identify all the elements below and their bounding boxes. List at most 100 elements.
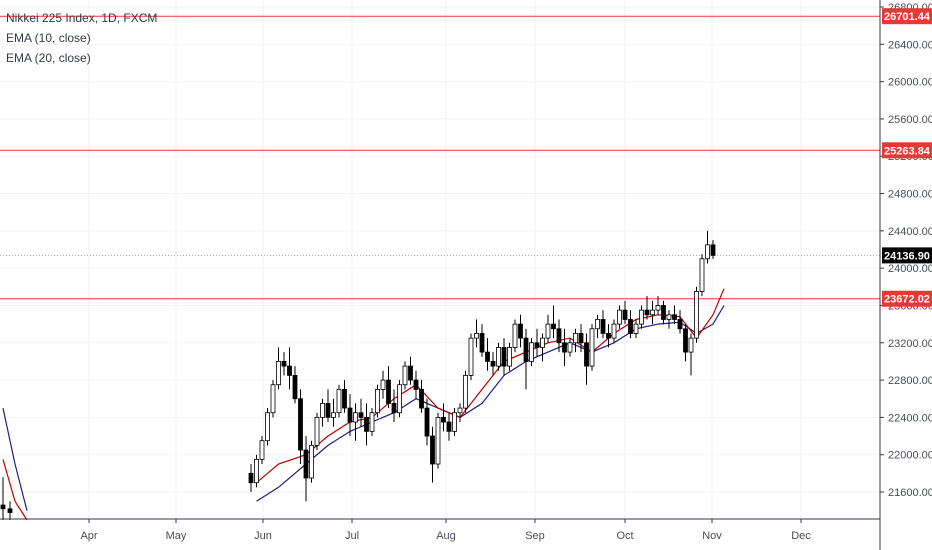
candle-body (639, 309, 644, 325)
candle-body (661, 305, 666, 320)
candle-body (584, 342, 589, 367)
candle-body (446, 421, 452, 432)
candle-body (419, 389, 424, 409)
price-tick-label: 26400.00 (888, 39, 932, 51)
candle-body (402, 365, 408, 386)
candle-body (490, 361, 496, 367)
candle-body (644, 309, 650, 316)
candle-body (292, 375, 298, 400)
candle-body (298, 398, 303, 451)
candle-body (281, 361, 287, 367)
last-price-tag (882, 247, 932, 264)
candle-body (617, 309, 622, 325)
candle-body (672, 314, 677, 320)
candle-body (320, 402, 325, 418)
candle-body (325, 402, 331, 418)
candle-body (540, 337, 545, 348)
candle-body (699, 258, 705, 292)
candle-body (254, 458, 259, 484)
candle-body (705, 244, 710, 260)
price-tag-label: 25263.84 (884, 145, 931, 157)
candle-body (358, 412, 364, 418)
candle-body (573, 333, 578, 344)
candle-body (545, 323, 551, 339)
chart-legend: Nikkei 225 Index, 1D, FXCM EMA (10, clos… (6, 8, 157, 68)
candle-body (369, 412, 375, 432)
price-tick-label: 22400.00 (888, 412, 932, 424)
candle-body (600, 319, 606, 334)
time-axis[interactable]: Apr May Jun Jul Aug Sep Oct Nov Dec (80, 519, 811, 542)
candle-body (380, 379, 386, 390)
candle-body (551, 323, 556, 330)
candle-body (518, 323, 523, 339)
price-tick-label: 21600.00 (888, 487, 932, 499)
price-tick-label: 24800.00 (888, 189, 932, 201)
candle-body (589, 328, 595, 367)
candle-body (567, 342, 573, 353)
price-tick-label: 25600.00 (888, 114, 932, 126)
candle-body (485, 351, 490, 362)
candle-body (364, 416, 369, 432)
candle-body (314, 416, 320, 446)
price-tag-label: 26701.44 (884, 11, 931, 23)
candle-body (562, 342, 567, 353)
candle-body (391, 402, 397, 414)
candle-body (342, 389, 347, 409)
candle-body (512, 323, 518, 348)
ema-10-left-segment (2, 459, 28, 521)
candle-body (276, 361, 281, 386)
candle-body (408, 365, 413, 381)
last-price-label: 24136.90 (884, 250, 930, 262)
candle-body (633, 323, 639, 334)
candle-body (496, 347, 501, 367)
candle-body (457, 407, 463, 414)
time-tick-label: Jun (254, 530, 272, 542)
price-tick-label: 22000.00 (888, 450, 932, 462)
candle-body (534, 342, 540, 348)
horizontal-lines[interactable] (0, 15, 880, 300)
candle-body (595, 319, 600, 330)
time-tick-label: Dec (791, 530, 811, 542)
candle-body (353, 412, 358, 423)
candle-body (523, 337, 529, 362)
candle-body (628, 319, 633, 334)
candle-body (479, 333, 485, 353)
price-tag (882, 142, 932, 159)
time-tick-label: May (166, 530, 187, 542)
chart-title: Nikkei 225 Index, 1D, FXCM (6, 11, 158, 25)
candle-body (463, 375, 468, 409)
candle-body (0, 504, 6, 510)
price-tag (882, 8, 932, 25)
candle-body (424, 407, 430, 437)
price-tags: 26701.44 25263.84 23672.02 24136.90 (882, 8, 932, 307)
candle-body (336, 389, 342, 414)
candle-body (331, 412, 336, 418)
candle-body (650, 309, 655, 316)
candles (0, 230, 716, 520)
price-tick-label: 24000.00 (888, 263, 932, 275)
indicator-ema-10[interactable]: EMA (10, close) (6, 31, 91, 45)
candle-body (287, 365, 292, 376)
candle-body (666, 314, 672, 320)
candle-body (303, 449, 309, 479)
candle-body (683, 328, 688, 353)
candle-body (501, 347, 507, 367)
time-tick-label: Aug (436, 530, 456, 542)
candle-body (435, 416, 441, 465)
candle-body (413, 379, 419, 390)
candle-body (556, 328, 562, 344)
candle-body (622, 309, 628, 320)
candle-body (397, 384, 402, 414)
candle-body (611, 323, 617, 339)
price-tick-label: 24400.00 (888, 226, 932, 238)
price-tag (882, 290, 932, 307)
candle-body (441, 416, 446, 423)
candle-body (347, 407, 353, 423)
indicator-ema-20[interactable]: EMA (20, close) (6, 51, 91, 65)
candle-body (375, 389, 380, 414)
candle-body (7, 508, 13, 513)
time-tick-label: Jul (345, 530, 359, 542)
candle-body (694, 291, 699, 339)
time-tick-label: Oct (616, 530, 633, 542)
